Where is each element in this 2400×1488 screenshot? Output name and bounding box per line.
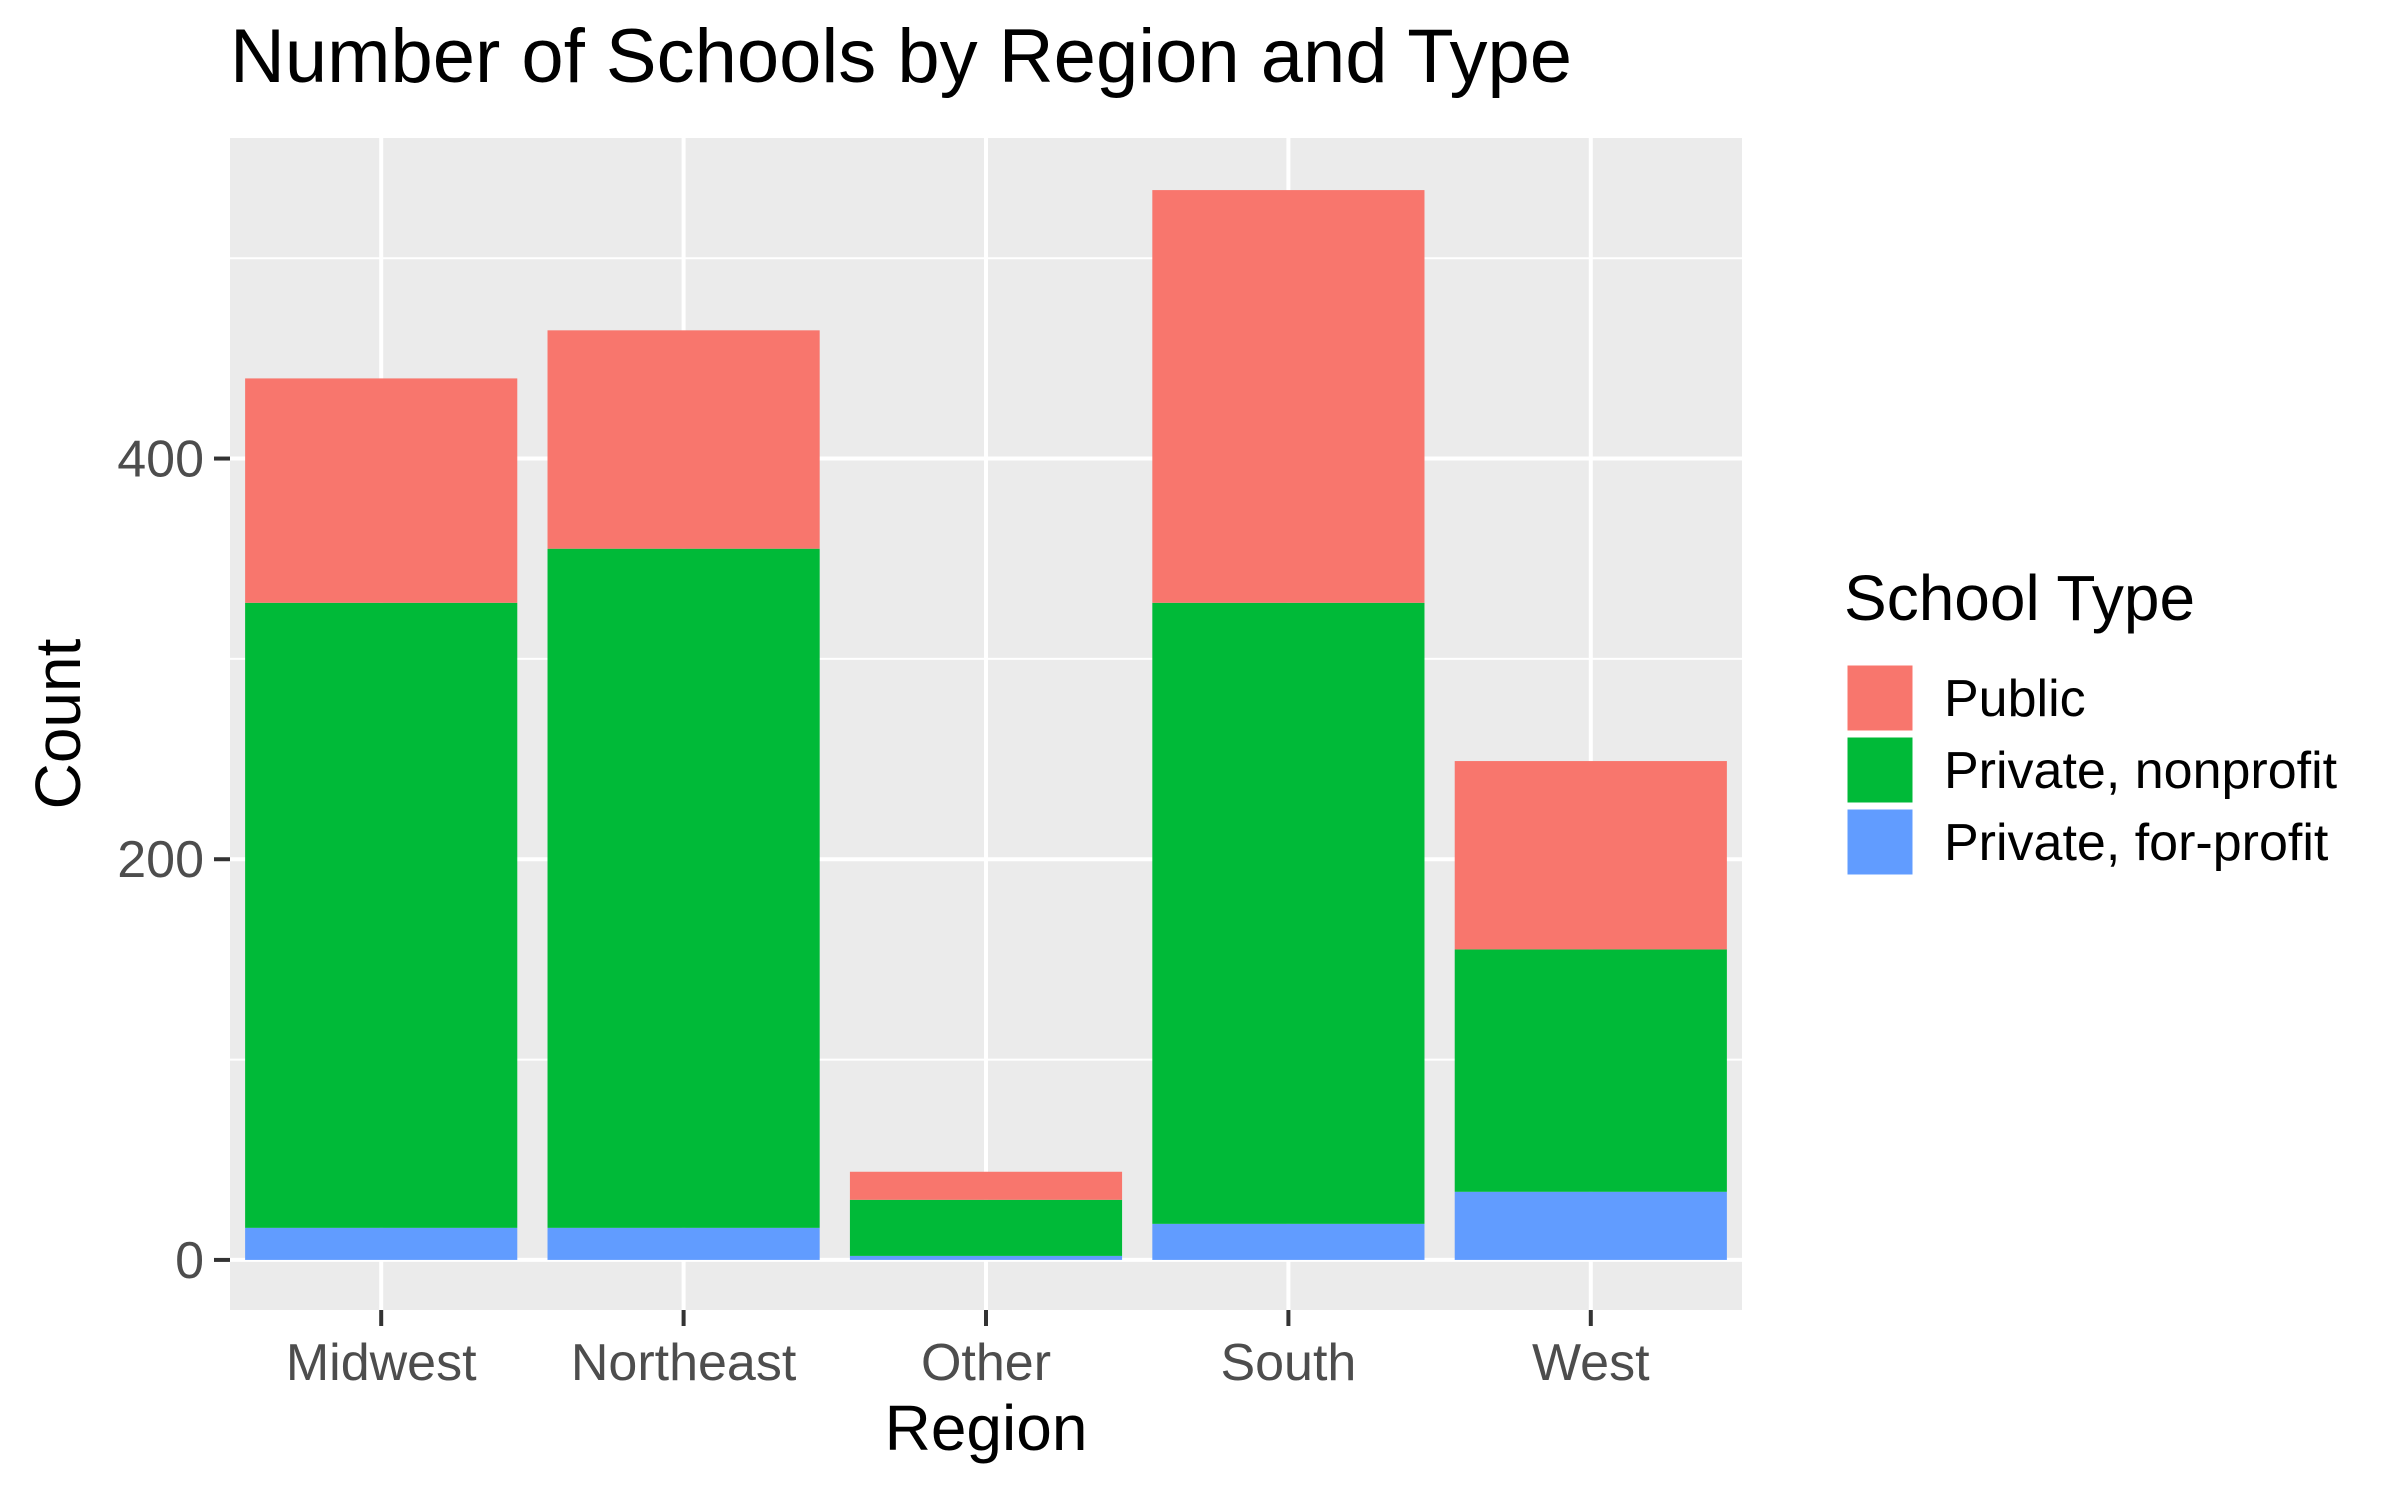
bar-west-private-for-profit [1454, 1191, 1727, 1260]
bar-other-private-for-profit [849, 1255, 1123, 1260]
bar-south-public [1152, 190, 1425, 603]
bar-northeast-public [547, 330, 820, 549]
legend: School Type Public Private, nonprofit Priv… [1844, 562, 2338, 878]
bars [245, 190, 1727, 1260]
axes: 0 200 400 Midwest Northeast Other South West [117, 431, 1650, 1392]
legend-title: School Type [1844, 562, 2195, 634]
x-tick-label: Other [921, 1334, 1051, 1392]
bar-midwest-private-for-profit [245, 1227, 518, 1260]
x-tick-label: Northeast [571, 1334, 797, 1392]
legend-key [1844, 662, 1916, 734]
y-tick-label: 200 [117, 831, 204, 889]
bar-other-public [849, 1171, 1123, 1200]
bar-south-private-for-profit [1152, 1223, 1425, 1260]
legend-label: Private, nonprofit [1944, 742, 2338, 800]
x-tick-label: Midwest [286, 1334, 477, 1392]
y-tick-label: 0 [175, 1232, 204, 1290]
legend-label: Private, for-profit [1944, 814, 2329, 872]
x-tick-label: South [1220, 1334, 1356, 1392]
bar-midwest-public [245, 378, 518, 603]
x-axis-title: Region [885, 1392, 1088, 1464]
y-axis-title: Count [22, 638, 94, 809]
bar-other-private-nonprofit [849, 1199, 1123, 1256]
legend-label: Public [1944, 670, 2086, 728]
bar-northeast-private-nonprofit [547, 548, 820, 1228]
bar-west-public [1454, 761, 1727, 950]
bar-west-private-nonprofit [1454, 949, 1727, 1192]
legend-key [1844, 734, 1916, 806]
chart-title: Number of Schools by Region and Type [230, 14, 1572, 99]
legend-key [1844, 806, 1916, 878]
y-tick-label: 400 [117, 431, 204, 489]
bar-midwest-private-nonprofit [245, 602, 518, 1228]
bar-south-private-nonprofit [1152, 602, 1425, 1224]
x-tick-label: West [1532, 1334, 1650, 1392]
bar-northeast-private-for-profit [547, 1227, 820, 1260]
